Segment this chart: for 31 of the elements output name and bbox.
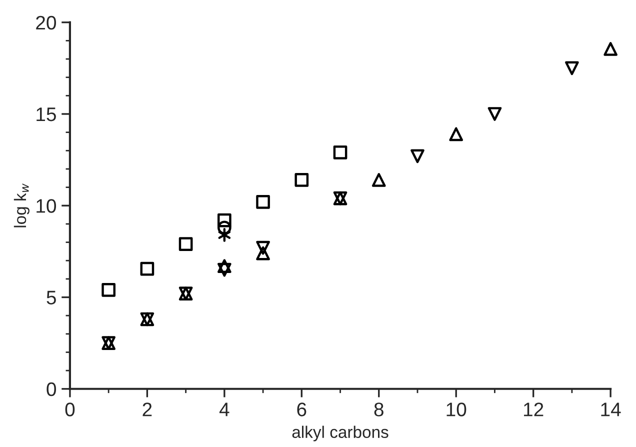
point bbox=[178, 237, 193, 252]
y-tick-label: 15 bbox=[36, 108, 56, 122]
point bbox=[140, 262, 154, 276]
point bbox=[372, 173, 386, 187]
x-tick-label: 2 bbox=[142, 402, 152, 416]
y-tick-label: 5 bbox=[46, 290, 56, 304]
point bbox=[102, 283, 116, 297]
point bbox=[565, 61, 579, 76]
point bbox=[218, 228, 231, 242]
x-tick-label: 14 bbox=[601, 402, 621, 416]
point bbox=[604, 42, 618, 56]
x-tick-label: 6 bbox=[297, 402, 306, 416]
x-tick-label: 0 bbox=[65, 402, 75, 416]
point bbox=[294, 173, 309, 187]
x-tick-label: 12 bbox=[524, 402, 544, 416]
y-tick-label: 10 bbox=[36, 199, 56, 213]
x-axis-title: alkyl carbons bbox=[292, 426, 388, 442]
y-axis-title: log k$_{w}$ bbox=[14, 183, 30, 228]
point bbox=[488, 107, 502, 121]
point bbox=[217, 213, 232, 228]
y-tick-label: 20 bbox=[36, 16, 56, 30]
y-tick-label: 0 bbox=[46, 382, 56, 396]
point bbox=[333, 146, 348, 160]
point bbox=[256, 246, 270, 260]
point bbox=[256, 240, 270, 255]
point bbox=[410, 149, 424, 164]
point bbox=[449, 127, 464, 142]
x-tick-label: 4 bbox=[219, 402, 230, 416]
x-tick-label: 10 bbox=[446, 402, 466, 416]
point bbox=[256, 195, 270, 209]
x-tick-label: 8 bbox=[374, 402, 384, 416]
